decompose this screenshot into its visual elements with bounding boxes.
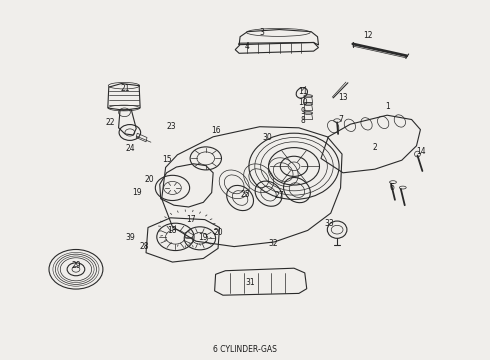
Text: 19: 19 [198,233,208,242]
Text: 20: 20 [213,228,223,237]
Text: 3: 3 [260,28,265,37]
Text: 8: 8 [300,116,305,125]
Text: 14: 14 [416,147,426,156]
Text: 20: 20 [145,175,154,184]
Text: 4: 4 [245,42,250,51]
Text: 2: 2 [372,143,377,152]
Text: 29: 29 [71,261,81,270]
Text: 27: 27 [274,191,284,199]
Text: 21: 21 [120,84,130,93]
Text: 16: 16 [211,126,220,135]
Text: 18: 18 [167,226,176,235]
Text: 33: 33 [325,219,335,228]
Text: 39: 39 [125,233,135,242]
Text: 6 CYLINDER-GAS: 6 CYLINDER-GAS [213,346,277,354]
Text: 32: 32 [269,238,278,248]
Text: 12: 12 [363,31,372,40]
Text: 15: 15 [162,154,172,163]
Text: 11: 11 [298,87,308,96]
Text: 10: 10 [298,98,308,107]
Text: 13: 13 [338,93,348,102]
Text: 22: 22 [105,118,115,127]
Text: 30: 30 [262,133,272,142]
Text: 25: 25 [240,190,250,199]
Text: 9: 9 [300,107,305,116]
Text: 1: 1 [385,102,390,111]
Text: 17: 17 [186,215,196,224]
Text: 24: 24 [125,144,135,153]
Text: 31: 31 [245,278,255,287]
Text: 7: 7 [338,115,343,124]
Text: 28: 28 [140,242,149,251]
Text: 6: 6 [390,183,394,192]
Text: 23: 23 [167,122,176,131]
Text: 19: 19 [132,188,142,197]
